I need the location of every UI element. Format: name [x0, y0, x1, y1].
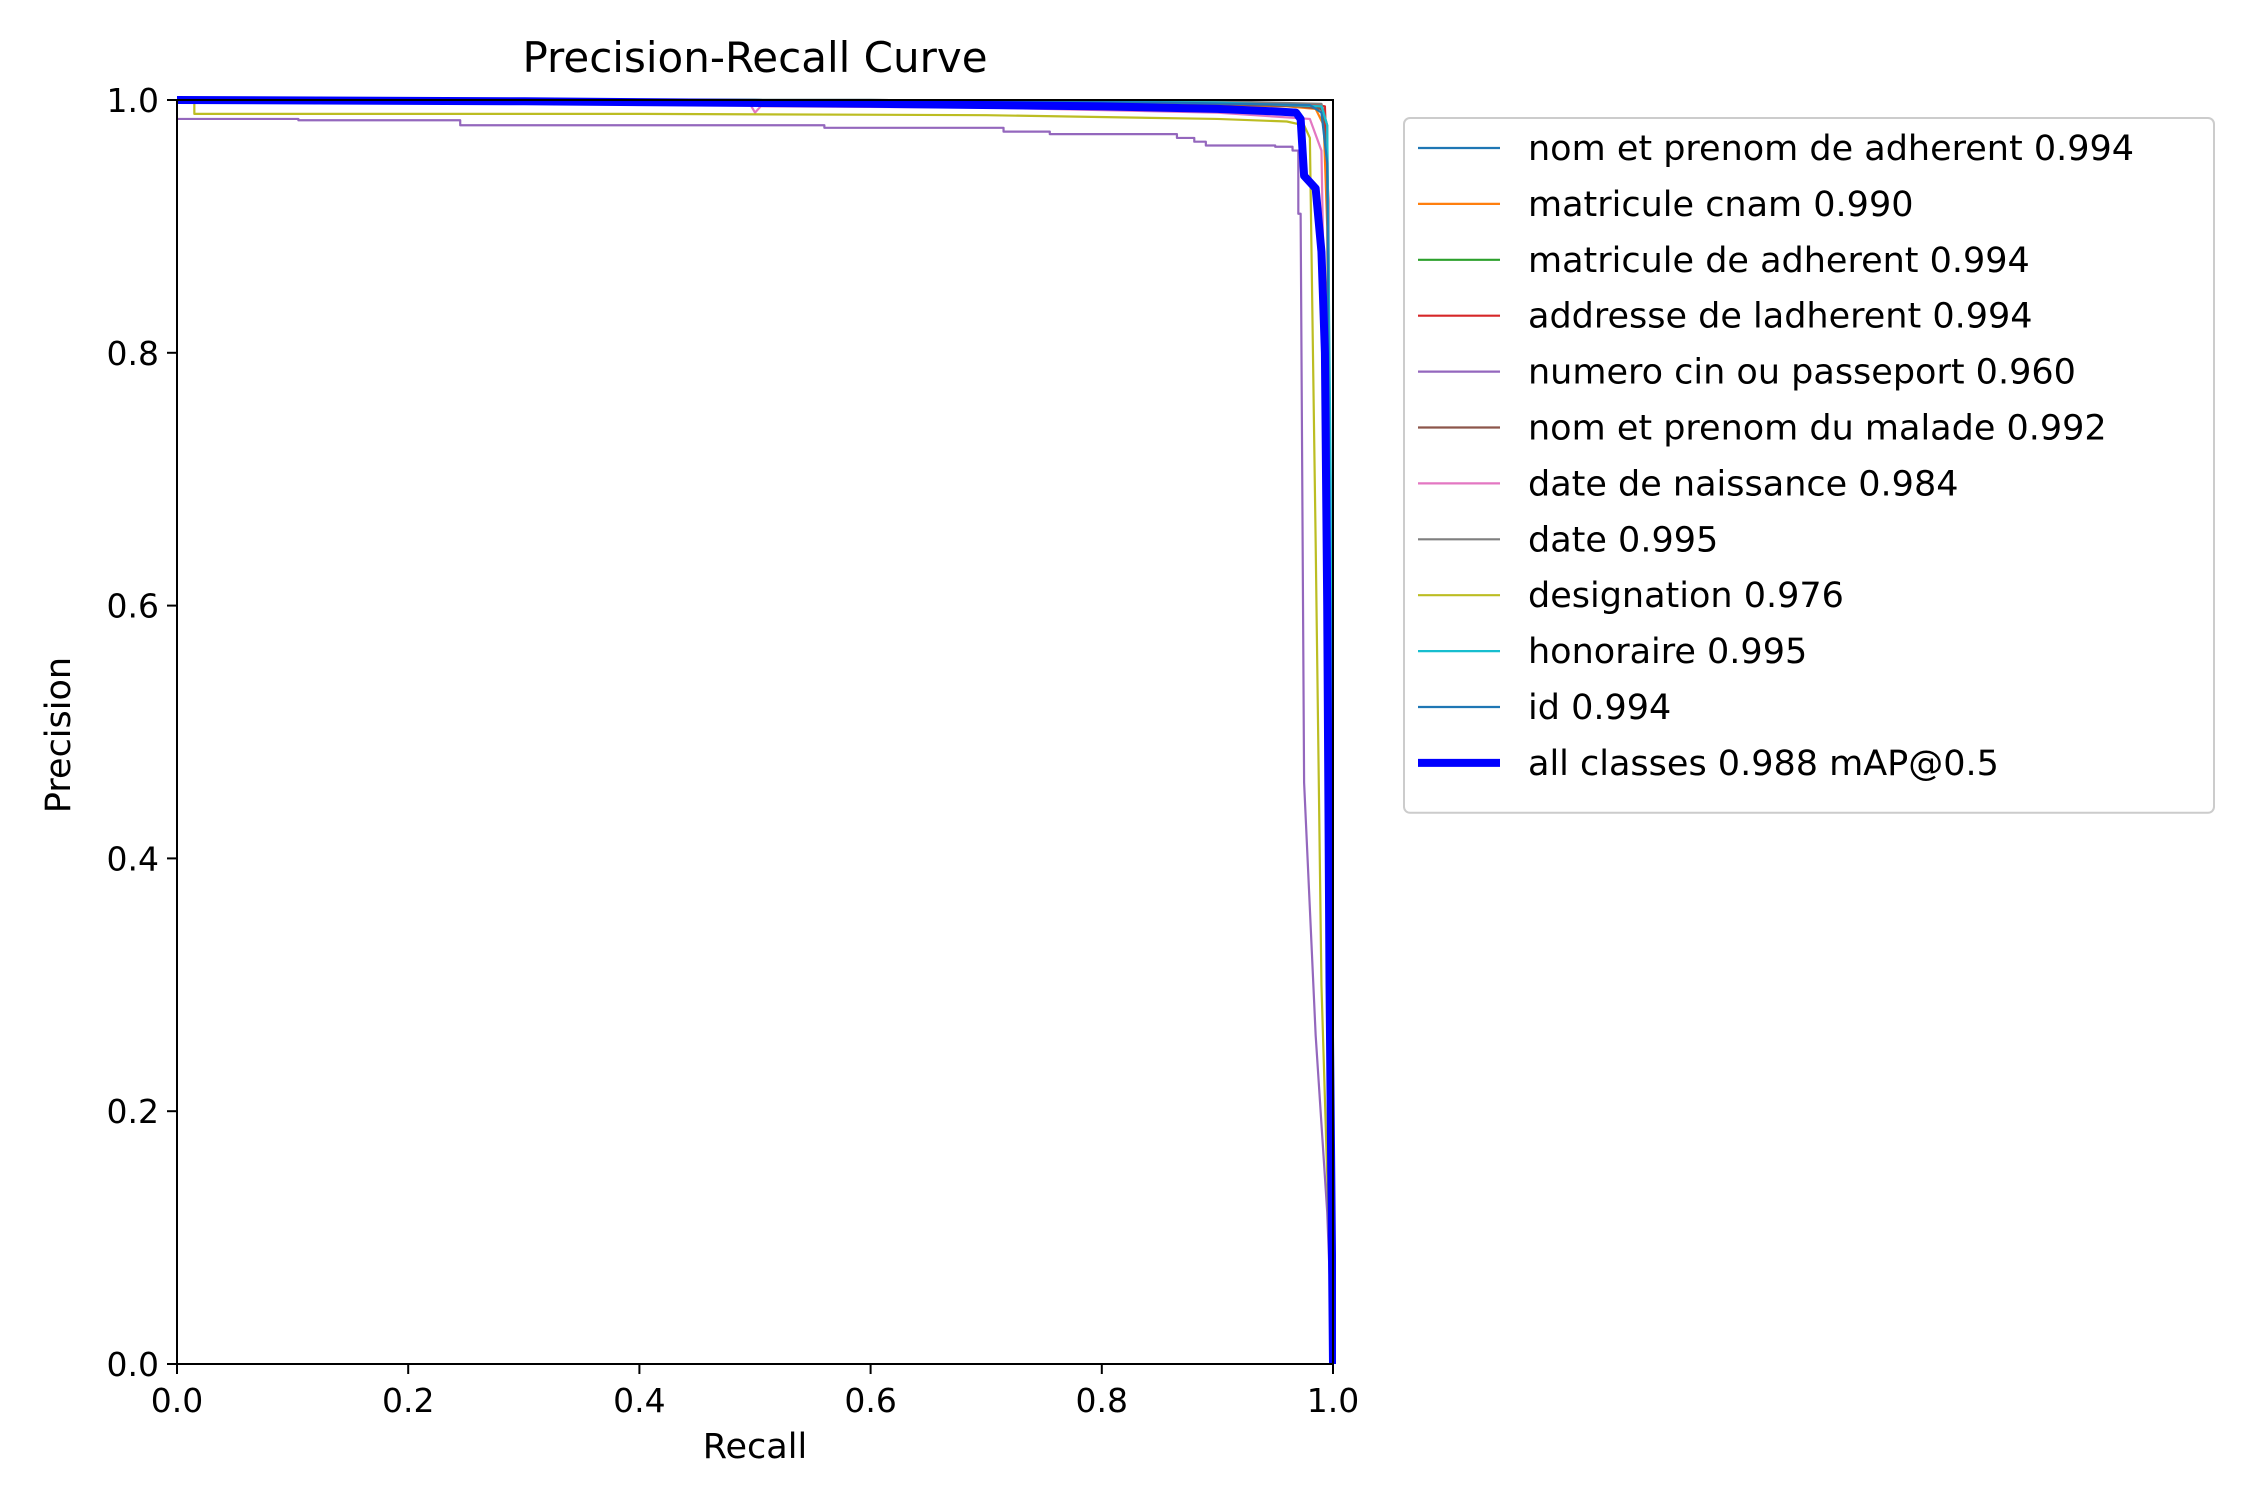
y-tick-label: 0.2 — [107, 1092, 159, 1131]
legend-label-0: nom et prenom de adherent 0.994 — [1528, 129, 2134, 169]
legend-label-11: all classes 0.988 mAP@0.5 — [1528, 744, 1999, 784]
legend-label-4: numero cin ou passeport 0.960 — [1528, 353, 2076, 393]
axes-frame — [176, 99, 1334, 1365]
legend-label-1: matricule cnam 0.990 — [1528, 185, 1913, 225]
x-tick-label: 0.2 — [382, 1381, 434, 1420]
legend-label-5: nom et prenom du malade 0.992 — [1528, 409, 2107, 449]
series-line-4 — [177, 117, 1335, 1365]
legend-label-9: honoraire 0.995 — [1528, 632, 1807, 672]
y-tick-label: 0.4 — [107, 839, 159, 878]
legend-label-3: addresse de ladherent 0.994 — [1528, 297, 2033, 337]
y-axis-label: Precision — [39, 657, 79, 813]
plot-area: 0.0 0.2 0.4 0.6 0.8 1.0 0.0 0.2 0.4 0.6 0.8 1.0 — [107, 81, 1360, 1420]
x-tick-label: 0.0 — [151, 1381, 203, 1420]
x-tick-label: 0.4 — [613, 1381, 665, 1420]
x-tick-label: 0.8 — [1076, 1381, 1128, 1420]
legend-label-8: designation 0.976 — [1528, 576, 1844, 616]
y-tick-label: 0.8 — [107, 334, 159, 373]
series-line-8 — [177, 98, 1335, 1365]
legend-box — [1403, 117, 2215, 814]
y-tick-label: 1.0 — [107, 81, 159, 120]
chart-title: Precision-Recall Curve — [522, 33, 987, 82]
x-tick-label: 0.6 — [844, 1381, 896, 1420]
legend-label-2: matricule de adherent 0.994 — [1528, 241, 2030, 281]
series-line-11 — [176, 96, 1336, 1365]
legend-label-7: date 0.995 — [1528, 520, 1718, 560]
y-tick-label: 0.6 — [107, 587, 159, 626]
legend-label-6: date de naissance 0.984 — [1528, 464, 1958, 504]
y-tick-label: 0.0 — [107, 1345, 159, 1384]
x-tick-label: 1.0 — [1307, 1381, 1359, 1420]
legend-label-10: id 0.994 — [1528, 688, 1671, 728]
x-axis-label: Recall — [703, 1427, 807, 1467]
legend: nom et prenom de adherent 0.994 matricule… — [1403, 117, 2215, 814]
